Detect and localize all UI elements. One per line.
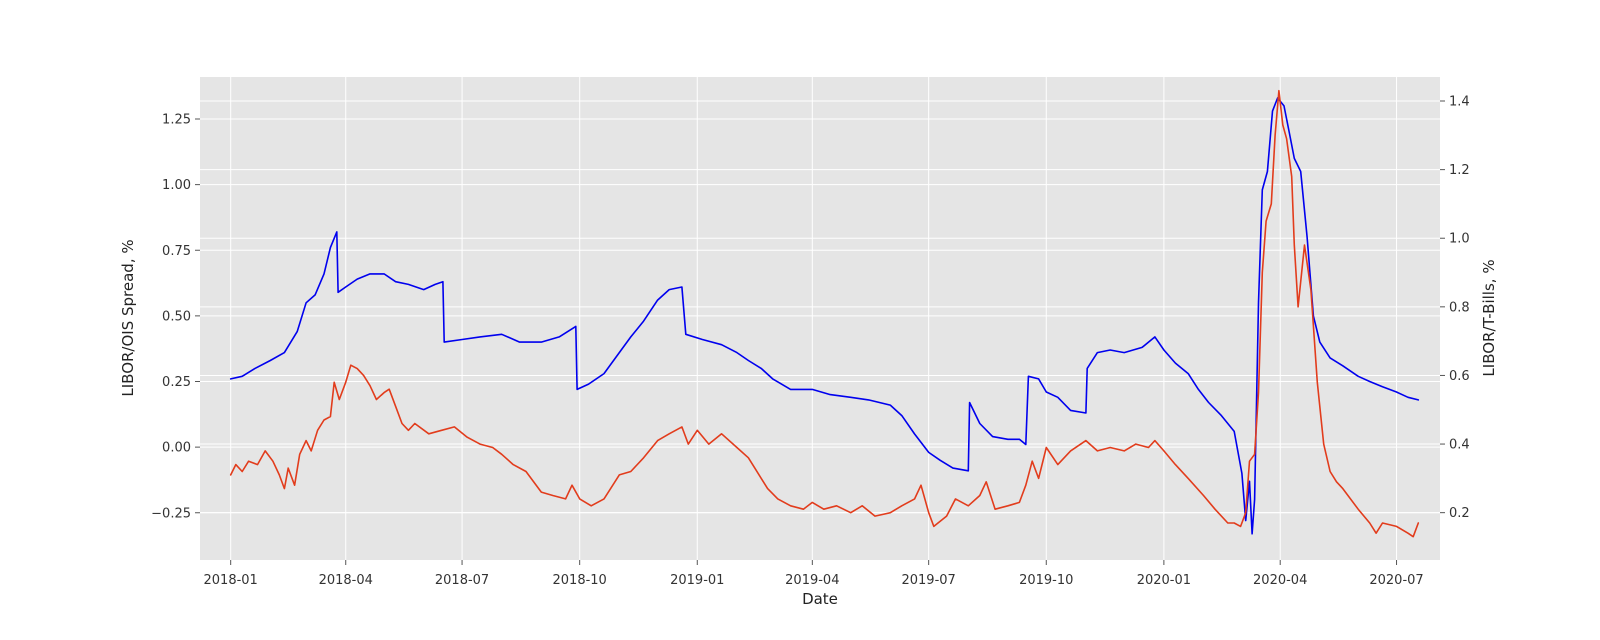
y-right-tick-label: 0.6 [1449, 369, 1470, 384]
y-left-tick-label: 0.25 [162, 375, 191, 390]
y-left-tick-label: 1.25 [162, 113, 191, 128]
y-right-tick-label: 0.2 [1449, 506, 1470, 521]
y-right-tick-label: 1.0 [1449, 232, 1470, 247]
y-right-tick-label: 1.2 [1449, 163, 1470, 178]
y-axis-left-label: LIBOR/OIS Spread, % [119, 239, 137, 396]
x-tick-label: 2019-07 [901, 573, 955, 588]
y-right-tick-label: 1.4 [1449, 95, 1470, 110]
y-left-tick-label: 0.75 [162, 244, 191, 259]
x-tick-label: 2019-04 [785, 573, 839, 588]
x-tick-label: 2018-07 [435, 573, 489, 588]
series-line-left [229, 97, 1420, 535]
series-layer [229, 89, 1420, 538]
x-tick-label: 2020-01 [1137, 573, 1191, 588]
series-line-right [229, 89, 1420, 538]
ticks: 2018-01 2018-04 2018-07 2018-10 2019-01 2019-… [151, 95, 1470, 588]
x-tick-label: 2020-07 [1369, 573, 1423, 588]
y-right-tick-label: 0.4 [1449, 438, 1470, 453]
x-axis-label: Date [802, 590, 838, 608]
x-tick-label: 2019-01 [670, 573, 724, 588]
x-tick-label: 2018-01 [204, 573, 258, 588]
y-left-tick-label: 0.00 [162, 441, 191, 456]
y-left-tick-label: 0.50 [162, 309, 191, 324]
x-tick-label: 2018-10 [553, 573, 607, 588]
y-axis-right-label: LIBOR/T-Bills, % [1480, 259, 1498, 376]
y-right-tick-label: 0.8 [1449, 300, 1470, 315]
x-tick-label: 2020-04 [1253, 573, 1307, 588]
grid [200, 77, 1440, 560]
y-left-tick-label: 1.00 [162, 178, 191, 193]
y-left-tick-label: −0.25 [151, 506, 191, 521]
plot-background [200, 77, 1440, 560]
x-tick-label: 2018-04 [319, 573, 373, 588]
x-tick-label: 2019-10 [1019, 573, 1073, 588]
